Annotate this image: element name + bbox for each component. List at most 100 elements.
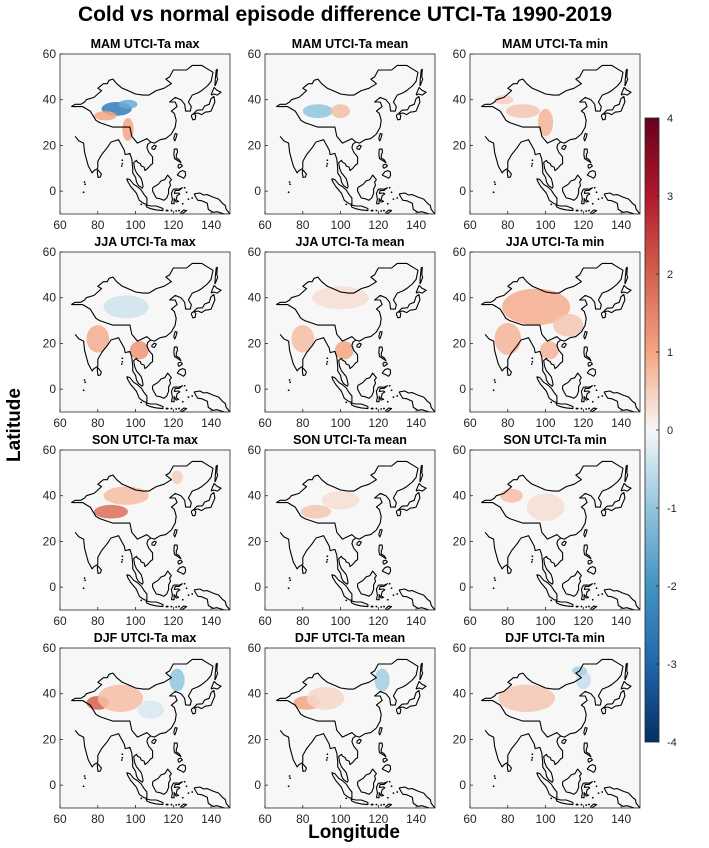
coastline-hainan [356,738,362,745]
coastline-sumatra [126,178,148,205]
island-dot [83,775,86,777]
x-tick-label: 100 [536,812,556,826]
x-tick-label: 60 [53,416,67,430]
coastline-newguinea [398,588,435,610]
island-dot [386,400,389,403]
x-tick-label: 60 [463,812,477,826]
coastline-luzon [378,346,387,362]
panel: SON UTCI-Ta min 60 80 100 120 140 0 20 40 60 [453,433,641,628]
coastline-sakhalin [214,68,219,87]
anomaly-patch [494,95,514,105]
anomaly-patch [538,108,554,137]
coastline-newguinea [603,390,640,412]
island-dot [493,577,496,579]
coastline-luzon [583,148,592,164]
island-dot [185,587,188,590]
island-dot [531,558,534,561]
island-dot [121,753,124,756]
coastline-sulawesi [170,385,183,403]
x-tick-label: 140 [201,218,221,232]
anomaly-patch [86,325,110,353]
island-dot [326,756,329,759]
coastline-timor [590,605,598,610]
coastline-timor [590,803,598,808]
x-tick-label: 100 [536,614,556,628]
island-dot [390,389,393,392]
coastline-luzon [378,148,387,164]
y-tick-label: 0 [459,778,466,792]
coastline-luzon [583,346,592,362]
coastline-java [350,600,369,608]
island-dot [165,407,168,410]
coastline-honshu [603,293,626,314]
y-tick-label: 0 [459,580,466,594]
island-dot [595,191,598,194]
x-tick-label: 80 [501,614,515,628]
island-dot [325,759,328,761]
plot-area [470,252,640,412]
coastline-hainan [561,738,567,745]
island-dot [550,797,553,800]
y-tick-label: 0 [254,382,261,396]
y-tick-label: 0 [254,778,261,792]
coastline-visayas [587,757,593,763]
island-dot [595,785,598,788]
coastline-india [484,531,564,585]
y-tick-label: 40 [43,291,57,305]
island-dot [287,389,290,392]
coastline-srilanka [96,169,102,178]
coastline-india [74,531,154,585]
figure-title: Cold vs normal episode difference UTCI-T… [78,3,612,26]
axes-box [264,449,436,611]
island-dot [345,203,348,206]
island-dot [187,198,190,201]
island-dot [187,792,190,795]
coastline-kyushu [395,310,402,319]
coastline-kyushu [190,310,197,319]
anomaly-patch [169,668,185,692]
island-dot [84,579,87,582]
island-dot [595,587,598,590]
coastline-mainland [481,262,624,342]
x-tick-label: 100 [536,218,556,232]
island-dot [388,582,391,585]
coastline-newguinea [193,786,230,808]
island-dot [178,605,180,608]
island-dot [82,587,85,590]
coastline-sulawesi [580,385,593,403]
y-tick-label: 60 [453,245,467,259]
coastline-taiwan [173,528,178,538]
island-dot [183,582,186,585]
island-dot [386,796,389,799]
island-dot [175,804,178,806]
coastline-hokkaido [210,482,222,492]
coastline-visayas [382,559,388,565]
x-tick-label: 120 [573,614,593,628]
coastline-mainland [276,460,419,540]
axes-box [264,53,436,215]
island-dot [580,803,583,806]
coastline-hainan [561,540,567,547]
x-tick-label: 80 [296,416,310,430]
x-tick-label: 140 [406,812,426,826]
coastline-india [74,135,154,189]
panel-title: JJA UTCI-Ta mean [295,235,404,249]
axes-box [59,53,231,215]
coastline-newguinea [193,588,230,610]
island-dot [165,803,168,806]
island-dot [597,198,600,201]
coastline-newguinea [603,192,640,214]
island-dot [165,605,168,608]
coastline-java [145,600,164,608]
island-dot [84,381,87,384]
coastline-visayas [177,757,183,763]
anomaly-patch [129,341,149,360]
x-tick-label: 120 [163,812,183,826]
island-dot [370,605,373,608]
island-dot [383,605,385,608]
coastline-borneo [152,570,172,597]
y-tick-label: 20 [248,534,262,548]
coastline-luzon [583,544,592,560]
coastline-taiwan [583,132,588,142]
colorbar-tick-label: -2 [667,581,677,593]
